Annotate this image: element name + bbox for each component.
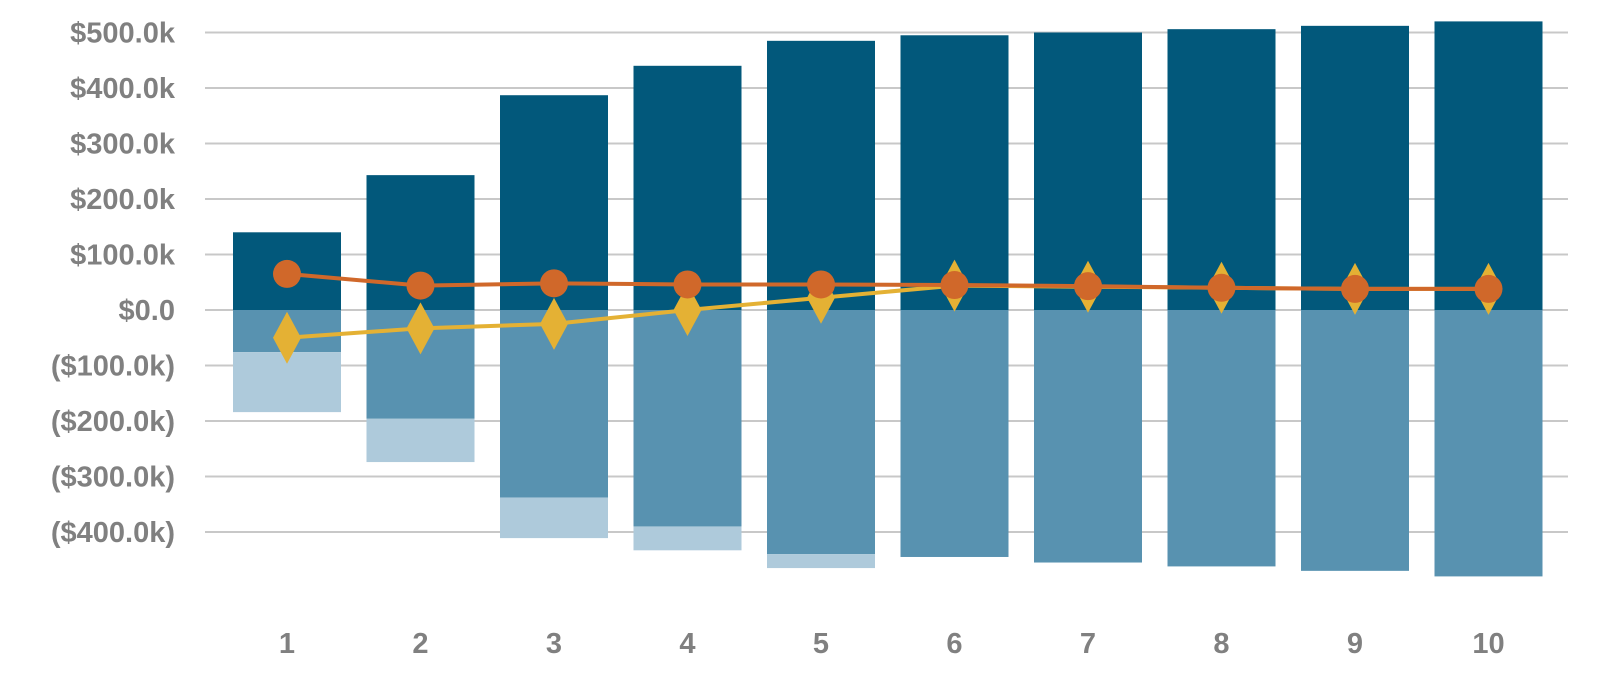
y-tick-label: $200.0k [70, 184, 176, 216]
x-tick-label: 8 [1213, 628, 1229, 660]
bar-segment [1434, 21, 1543, 311]
x-tick-label: 7 [1080, 628, 1096, 660]
y-tick-label: ($400.0k) [51, 517, 175, 549]
y-tick-label: $400.0k [70, 73, 176, 105]
y-tick-label: ($100.0k) [51, 351, 175, 383]
x-tick-label: 5 [813, 628, 829, 660]
bar-segment [366, 418, 475, 463]
line-point [940, 271, 969, 300]
bar-segment [767, 40, 875, 310]
y-tick-label: $0.0 [119, 295, 175, 327]
x-tick-label: 6 [946, 628, 962, 660]
y-tick-label: $500.0k [70, 18, 176, 50]
bar-segment [767, 554, 875, 569]
bar-segment [633, 310, 742, 527]
line-point [1341, 274, 1369, 303]
series-line [286, 271, 1489, 291]
line-point [673, 284, 702, 336]
line-point [406, 271, 435, 300]
bar-segment [1301, 25, 1409, 311]
line-point [1474, 274, 1503, 303]
line-point [1207, 273, 1236, 302]
bar-segment [767, 310, 875, 555]
bar-segment [900, 310, 1009, 557]
bar-segment [1167, 310, 1276, 567]
x-tick-label: 3 [546, 628, 562, 660]
bar-segment [1434, 310, 1543, 577]
x-tick-label: 9 [1347, 628, 1363, 660]
y-tick-label: $300.0k [70, 129, 176, 161]
bar-segment [633, 526, 742, 551]
line-point [273, 259, 301, 288]
y-tick-label: $100.0k [70, 240, 176, 272]
line-point [540, 269, 568, 298]
line-point [1074, 272, 1102, 301]
y-tick-label: ($300.0k) [51, 462, 175, 494]
line-point [673, 270, 702, 299]
x-tick-label: 4 [679, 628, 695, 660]
line-point [540, 297, 568, 350]
bar-segment [1301, 310, 1409, 571]
lines [273, 259, 1503, 364]
x-tick-label: 2 [412, 628, 428, 660]
y-tick-label: ($200.0k) [51, 406, 175, 438]
y-axis-labels: $500.0k $400.0k $300.0k $200.0k $100.0k $0.0 (… [51, 18, 176, 550]
x-axis-labels: 1 2 3 4 5 6 7 8 9 10 [279, 628, 1505, 660]
line-point [273, 311, 301, 364]
x-tick-label: 1 [279, 628, 295, 660]
bar-segment [500, 497, 608, 539]
bar-segment [633, 65, 742, 310]
line-point [807, 270, 835, 299]
x-tick-label: 10 [1472, 628, 1504, 660]
line-point [406, 302, 435, 355]
bar-segment [1034, 310, 1142, 563]
